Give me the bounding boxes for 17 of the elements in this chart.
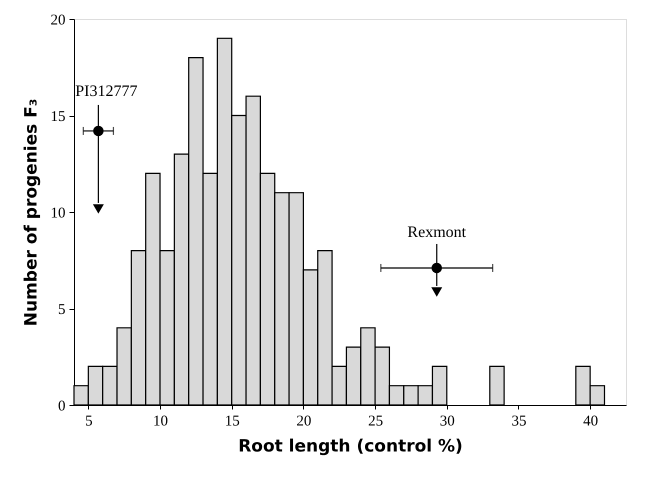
x-tick-label: 25 [368,414,384,430]
x-tick-label: 40 [583,414,598,430]
x-tick-label: 15 [224,414,240,430]
x-tick-label: 20 [296,414,312,430]
y-tick-label: 15 [50,109,66,125]
y-tick-label: 10 [50,206,66,222]
x-tick-label: 10 [153,414,168,430]
text: PI312777 [75,82,138,100]
y-axis-title: Number of progenies F₃ [22,98,42,326]
series-label: Rexmont [407,224,467,241]
x-tick-label: 35 [511,414,526,430]
x-tick-label: 5 [85,414,93,430]
x-tick-label: 30 [440,414,455,430]
y-tick-label: 0 [58,398,66,414]
x-axis-title: Root length (control %) [238,436,463,456]
y-tick-label: 20 [50,12,66,28]
y-tick-label: 5 [58,302,66,318]
